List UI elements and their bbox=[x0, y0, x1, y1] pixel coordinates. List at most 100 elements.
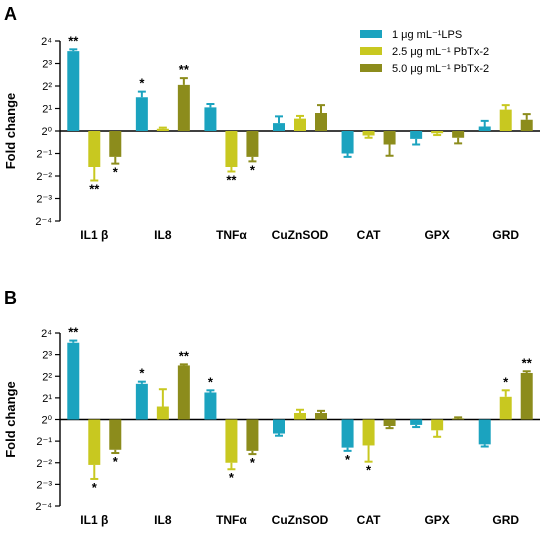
bar bbox=[431, 419, 444, 431]
bar bbox=[177, 365, 190, 420]
bar bbox=[225, 131, 238, 167]
bar bbox=[294, 413, 306, 420]
bar bbox=[520, 119, 533, 131]
y-tick-label: 2⁻⁴ bbox=[35, 501, 52, 513]
bar bbox=[410, 131, 423, 139]
y-axis-label: Fold change bbox=[3, 381, 18, 458]
category-label: GRD bbox=[492, 513, 519, 527]
category-label: IL1 β bbox=[80, 513, 108, 527]
bar bbox=[177, 84, 190, 131]
bar bbox=[294, 118, 306, 131]
significance-marker: ** bbox=[89, 182, 100, 197]
significance-marker: ** bbox=[68, 33, 79, 48]
bar bbox=[135, 383, 148, 420]
bar bbox=[362, 131, 375, 136]
significance-marker: * bbox=[250, 162, 256, 177]
bar bbox=[67, 51, 80, 131]
category-label: IL1 β bbox=[80, 228, 108, 242]
bar bbox=[315, 113, 327, 131]
category-label: IL8 bbox=[154, 513, 172, 527]
y-tick-label: 2¹ bbox=[42, 104, 52, 116]
y-axis-label: Fold change bbox=[3, 93, 18, 170]
bar bbox=[315, 413, 327, 420]
y-tick-label: 2⁻³ bbox=[36, 479, 52, 491]
y-tick-label: 2² bbox=[42, 371, 52, 383]
significance-marker: * bbox=[250, 455, 256, 470]
bar bbox=[431, 131, 444, 134]
significance-marker: ** bbox=[522, 355, 533, 370]
significance-marker: * bbox=[229, 470, 235, 485]
legend: 1 μg mL⁻¹LPS 2.5 μg mL⁻¹ PbTx-2 5.0 μg m… bbox=[360, 29, 489, 75]
y-tick-label: 2¹ bbox=[42, 393, 52, 405]
y-tick-label: 2⁻¹ bbox=[36, 149, 52, 161]
y-tick-label: 2⁰ bbox=[41, 415, 52, 427]
category-label: TNFα bbox=[216, 513, 247, 527]
panel-b-label: B bbox=[4, 288, 17, 308]
category-label: CAT bbox=[357, 513, 381, 527]
bar bbox=[452, 131, 465, 138]
bar bbox=[225, 419, 238, 463]
category-label: TNFα bbox=[216, 228, 247, 242]
category-label: GPX bbox=[424, 228, 449, 242]
bar bbox=[135, 97, 148, 131]
bar bbox=[478, 126, 491, 131]
bar bbox=[246, 131, 259, 157]
y-tick-label: 2⁻³ bbox=[36, 194, 52, 206]
bar bbox=[452, 418, 465, 420]
bar bbox=[88, 131, 101, 167]
bar bbox=[246, 419, 259, 451]
significance-marker: ** bbox=[226, 173, 237, 188]
bar bbox=[156, 406, 169, 420]
y-tick-label: 2⁻⁴ bbox=[35, 216, 52, 228]
bar bbox=[520, 373, 533, 420]
bar bbox=[67, 342, 80, 420]
category-label: GRD bbox=[492, 228, 519, 242]
panel-a-label: A bbox=[4, 4, 17, 24]
significance-marker: ** bbox=[68, 325, 79, 340]
category-label: CuZnSOD bbox=[272, 513, 329, 527]
category-label: GPX bbox=[424, 513, 449, 527]
bar bbox=[362, 419, 375, 446]
bar bbox=[478, 419, 491, 445]
significance-marker: * bbox=[92, 480, 98, 495]
bar bbox=[383, 131, 396, 145]
category-label: IL8 bbox=[154, 228, 172, 242]
legend-label-pbtx-5-0: 5.0 μg mL⁻¹ PbTx-2 bbox=[392, 63, 489, 75]
y-tick-label: 2³ bbox=[42, 350, 52, 362]
bar bbox=[341, 419, 354, 448]
legend-label-lps: 1 μg mL⁻¹LPS bbox=[392, 29, 462, 41]
y-tick-label: 2³ bbox=[42, 59, 52, 71]
bar bbox=[383, 419, 396, 426]
significance-marker: * bbox=[113, 454, 119, 469]
significance-marker: * bbox=[366, 463, 372, 478]
category-label: CuZnSOD bbox=[272, 228, 329, 242]
significance-marker: * bbox=[139, 366, 145, 381]
significance-marker: * bbox=[345, 452, 351, 467]
y-tick-label: 2⁴ bbox=[41, 328, 52, 340]
significance-marker: * bbox=[208, 374, 214, 389]
legend-swatch-pbtx-5-0 bbox=[360, 64, 382, 72]
significance-marker: * bbox=[113, 165, 119, 180]
significance-marker: * bbox=[139, 76, 145, 91]
bar bbox=[273, 123, 285, 131]
y-tick-label: 2⁻² bbox=[36, 458, 52, 470]
bar bbox=[410, 419, 423, 425]
bar bbox=[499, 396, 512, 420]
legend-swatch-pbtx-2-5 bbox=[360, 47, 382, 55]
significance-marker: * bbox=[503, 374, 509, 389]
y-tick-label: 2² bbox=[42, 81, 52, 93]
bar bbox=[273, 419, 285, 434]
category-label: CAT bbox=[357, 228, 381, 242]
bar bbox=[341, 131, 354, 154]
significance-marker: ** bbox=[179, 348, 190, 363]
y-tick-label: 2⁻¹ bbox=[36, 436, 52, 448]
bar bbox=[204, 392, 217, 420]
legend-swatch-lps bbox=[360, 30, 382, 38]
y-tick-label: 2⁴ bbox=[41, 36, 52, 48]
bar bbox=[109, 131, 122, 157]
y-tick-label: 2⁻² bbox=[36, 171, 52, 183]
significance-marker: ** bbox=[179, 62, 190, 77]
bar bbox=[204, 107, 217, 131]
